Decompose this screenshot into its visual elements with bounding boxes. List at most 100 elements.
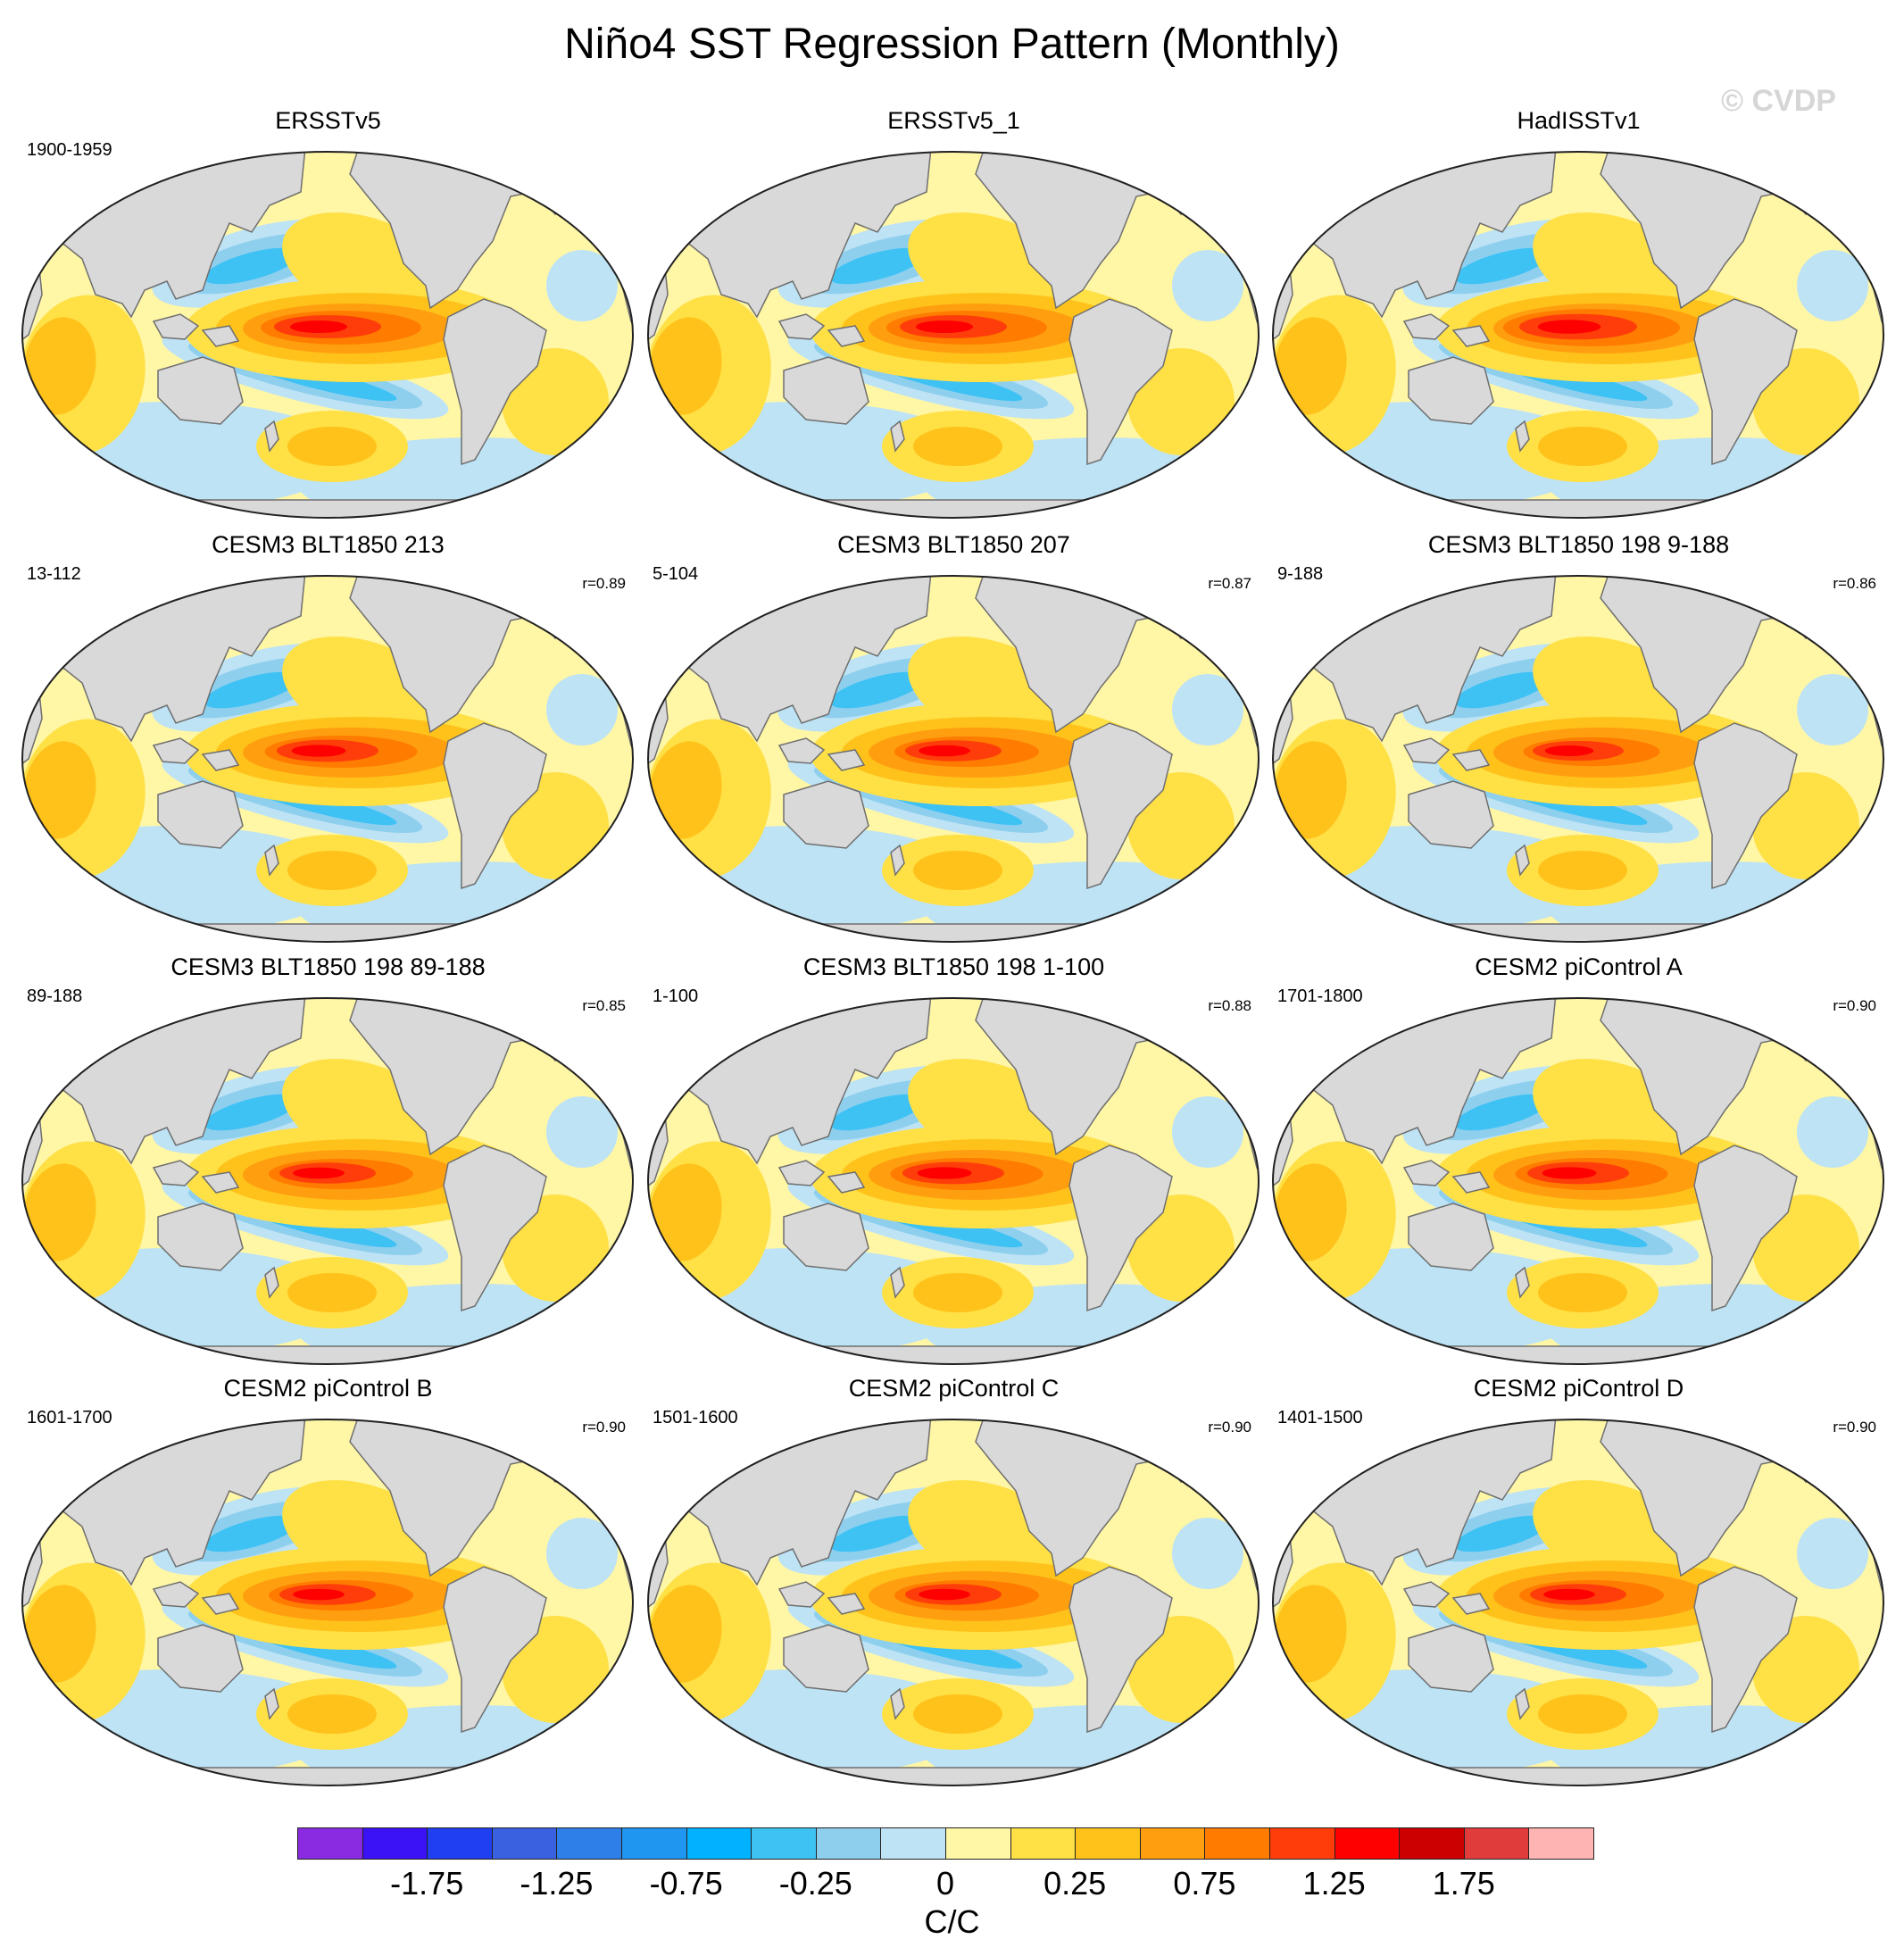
landmass <box>443 1144 547 1312</box>
panel-title: CESM2 piControl A <box>1475 953 1683 980</box>
colorbar-label: -0.25 <box>778 1865 852 1902</box>
robinson-map <box>647 575 1260 943</box>
landmass <box>1273 499 1883 518</box>
landmass <box>1402 313 1451 340</box>
warm-tongue-core <box>1542 1167 1597 1179</box>
warm-lobe-south <box>1538 1694 1627 1734</box>
panel-title: CESM3 BLT1850 198 9-188 <box>1427 531 1730 558</box>
landmass <box>890 1687 905 1720</box>
warm-zone <box>23 317 96 415</box>
landmass <box>264 1687 279 1720</box>
landmass <box>201 1593 240 1615</box>
colorbar-box <box>815 1827 882 1860</box>
landmass <box>777 1581 826 1608</box>
robinson-map <box>21 997 634 1365</box>
cool-band-north <box>829 247 926 285</box>
map-panel: CESM3 BLT1850 198 1-100 1-100 r=0.88 <box>636 953 1271 1373</box>
landmass <box>777 1160 826 1186</box>
robinson-map <box>1272 151 1884 519</box>
landmass <box>648 923 1259 942</box>
panel-correlation: r=0.90 <box>1833 997 1876 1014</box>
warm-zone <box>649 741 722 839</box>
colorbar-label: 0.25 <box>1043 1865 1107 1902</box>
landmass <box>443 1566 547 1734</box>
landmass <box>157 1624 244 1693</box>
panel-title: ERSSTv5_1 <box>887 107 1020 134</box>
landmass <box>1408 780 1494 849</box>
warm-zone <box>1274 741 1347 839</box>
landmass <box>443 298 547 466</box>
robinson-map <box>21 575 634 943</box>
landmass <box>1451 325 1491 347</box>
panel-period: 89-188 <box>27 986 83 1006</box>
warm-tongue-core <box>1537 320 1601 334</box>
landmass <box>1515 420 1530 453</box>
cool-zone <box>546 1096 618 1168</box>
panel-title: CESM2 piControl C <box>848 1375 1060 1402</box>
landmass <box>1515 1687 1530 1720</box>
landmass <box>157 356 244 425</box>
landmass <box>201 749 240 771</box>
landmass <box>1273 923 1883 942</box>
landmass <box>22 1767 633 1785</box>
landmass <box>890 420 905 453</box>
landmass <box>152 737 200 764</box>
panel-correlation: r=0.90 <box>1833 1419 1876 1436</box>
landmass <box>1408 1624 1494 1693</box>
map-panel: ERSSTv5 1900-1959 <box>11 107 645 527</box>
colorbar-label: -0.75 <box>649 1865 723 1902</box>
landmass <box>1515 844 1530 877</box>
cool-zone <box>1172 250 1243 321</box>
landmass <box>827 1171 866 1194</box>
colorbar-box <box>1139 1827 1206 1860</box>
landmass <box>783 1624 869 1693</box>
panel-title: ERSSTv5 <box>275 107 381 134</box>
cool-zone <box>546 674 618 745</box>
landmass <box>1451 1593 1491 1615</box>
landmass <box>201 1171 240 1194</box>
warm-zone <box>1274 317 1347 415</box>
panel-period: 9-188 <box>1277 564 1324 584</box>
colorbar-box <box>1010 1827 1077 1860</box>
landmass <box>157 1203 244 1271</box>
landmass <box>152 313 200 340</box>
landmass <box>1693 722 1798 890</box>
landmass <box>1408 1203 1494 1271</box>
panel-correlation: r=0.86 <box>1833 575 1876 592</box>
warm-zone <box>23 1585 96 1683</box>
landmass <box>1515 1266 1530 1299</box>
cool-band-north <box>829 1515 926 1552</box>
cvdp-watermark: © CVDP <box>1721 84 1836 118</box>
landmass <box>648 499 1259 518</box>
panel-correlation: r=0.89 <box>582 575 626 592</box>
colorbar-box <box>1075 1827 1141 1860</box>
landmass <box>1451 1171 1491 1194</box>
cool-zone <box>1172 674 1243 745</box>
colorbar-box <box>1399 1827 1465 1860</box>
colorbar-box <box>556 1827 622 1860</box>
cool-band-north <box>204 671 300 709</box>
warm-lobe-south <box>913 851 1002 890</box>
cool-zone <box>1797 674 1868 745</box>
landmass <box>22 923 633 942</box>
warm-lobe-south <box>913 1694 1002 1734</box>
colorbar-box <box>427 1827 493 1860</box>
cool-band-north <box>204 247 300 285</box>
colorbar-box <box>945 1827 1011 1860</box>
warm-lobe-south <box>287 1273 377 1312</box>
map-panel: CESM2 piControl D 1401-1500 r=0.90 <box>1261 1375 1896 1794</box>
warm-zone <box>1274 1585 1347 1683</box>
cool-band-north <box>204 1515 300 1552</box>
cool-band-north <box>1454 247 1551 285</box>
warm-lobe-south <box>287 1694 377 1734</box>
landmass <box>777 313 826 340</box>
robinson-map <box>21 151 634 519</box>
map-panel: CESM3 BLT1850 207 5-104 r=0.87 <box>636 531 1271 951</box>
map-panel: HadISSTv1 <box>1261 107 1896 527</box>
panel-period: 1401-1500 <box>1277 1408 1363 1427</box>
landmass <box>22 499 633 518</box>
colorbar-box <box>491 1827 558 1860</box>
panel-title: CESM3 BLT1850 213 <box>212 531 445 558</box>
cool-band-north <box>1454 671 1551 709</box>
warm-tongue-core <box>1543 1588 1595 1601</box>
